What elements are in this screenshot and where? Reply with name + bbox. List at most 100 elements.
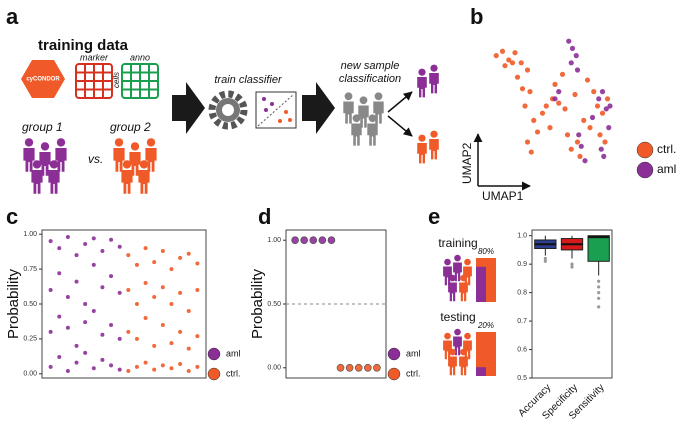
point xyxy=(65,325,70,330)
legend-label: ctrl. xyxy=(406,368,421,378)
point xyxy=(178,329,183,334)
point xyxy=(134,364,139,369)
point xyxy=(524,139,531,145)
anno-label: anno xyxy=(130,52,150,62)
point xyxy=(100,285,105,290)
y-tick-label: 0.7 xyxy=(517,318,527,325)
point xyxy=(109,363,114,368)
point xyxy=(57,355,62,360)
y-tick-label: 1.00 xyxy=(267,237,281,244)
point xyxy=(499,48,506,54)
legend-label: ctrl. xyxy=(226,368,241,378)
point xyxy=(186,346,191,351)
new-sample-label: classification xyxy=(339,73,401,85)
y-tick-label: 0.50 xyxy=(267,301,281,308)
y-axis-title: Probability xyxy=(5,268,22,339)
point xyxy=(152,260,157,265)
point xyxy=(57,271,62,276)
point xyxy=(134,302,139,306)
group2-icons xyxy=(113,138,157,194)
point xyxy=(143,246,148,251)
y-tick-label: 0.50 xyxy=(23,301,37,308)
outlier xyxy=(570,265,574,269)
panel-label: b xyxy=(470,4,483,29)
point xyxy=(100,332,105,337)
split-arrow xyxy=(387,115,413,137)
point xyxy=(573,53,579,59)
point xyxy=(568,146,574,152)
point xyxy=(354,363,363,372)
point xyxy=(83,320,88,325)
point xyxy=(556,100,562,106)
point xyxy=(587,125,593,131)
point xyxy=(109,322,114,327)
point xyxy=(74,279,79,284)
point xyxy=(160,363,165,368)
point xyxy=(506,57,512,63)
point xyxy=(126,369,131,374)
point xyxy=(568,60,574,66)
mini-plot xyxy=(255,91,297,129)
point xyxy=(126,288,131,293)
point xyxy=(566,38,572,44)
marker-grid xyxy=(75,63,113,99)
arrow xyxy=(172,82,205,134)
point xyxy=(598,146,604,152)
train-label: train classifier xyxy=(214,74,283,86)
point xyxy=(591,89,597,95)
point xyxy=(514,74,521,80)
workflow-diagram: training data cyCONDOR marker cells anno… xyxy=(21,37,439,194)
category-label: testing xyxy=(440,310,475,324)
point xyxy=(134,262,139,267)
point xyxy=(527,89,533,95)
legend-swatch xyxy=(387,347,401,361)
point xyxy=(186,251,191,256)
classified-icons xyxy=(417,64,439,164)
point xyxy=(604,96,611,102)
legend-swatch xyxy=(387,367,401,381)
outlier xyxy=(597,296,601,300)
y-tick-label: 0.6 xyxy=(517,346,527,353)
point xyxy=(552,96,558,102)
point xyxy=(373,363,381,372)
point xyxy=(83,241,88,246)
point xyxy=(160,285,165,290)
point xyxy=(195,261,200,266)
cells-label: cells xyxy=(112,72,121,88)
point xyxy=(522,103,528,109)
point xyxy=(596,96,602,102)
point xyxy=(602,139,608,145)
legend-label: aml xyxy=(657,162,676,176)
point xyxy=(117,244,122,249)
y-tick-label: 0.75 xyxy=(23,266,37,273)
split-arrow xyxy=(387,91,413,113)
legend-swatch xyxy=(207,367,221,381)
vs-label: vs. xyxy=(88,152,103,166)
point xyxy=(569,45,576,52)
outlier xyxy=(597,279,601,283)
point xyxy=(186,369,191,374)
point xyxy=(83,350,88,355)
new-sample-label: new sample xyxy=(341,60,400,72)
point xyxy=(100,248,105,253)
sample-icons xyxy=(343,92,384,146)
legend-swatch xyxy=(636,141,654,159)
bar-frame xyxy=(476,332,496,376)
y-tick-label: 0.00 xyxy=(23,371,37,378)
point xyxy=(126,329,131,334)
outlier xyxy=(543,259,547,263)
plot-frame xyxy=(531,229,613,379)
point xyxy=(57,246,62,251)
point xyxy=(607,103,613,109)
point xyxy=(65,234,70,239)
group-label: group 1 xyxy=(22,120,63,134)
point xyxy=(186,308,191,313)
point xyxy=(524,67,531,73)
category-label: training xyxy=(438,236,477,250)
point xyxy=(152,343,157,348)
point xyxy=(117,336,122,341)
point xyxy=(48,329,53,334)
panel-label: d xyxy=(258,204,271,229)
point xyxy=(534,129,541,135)
